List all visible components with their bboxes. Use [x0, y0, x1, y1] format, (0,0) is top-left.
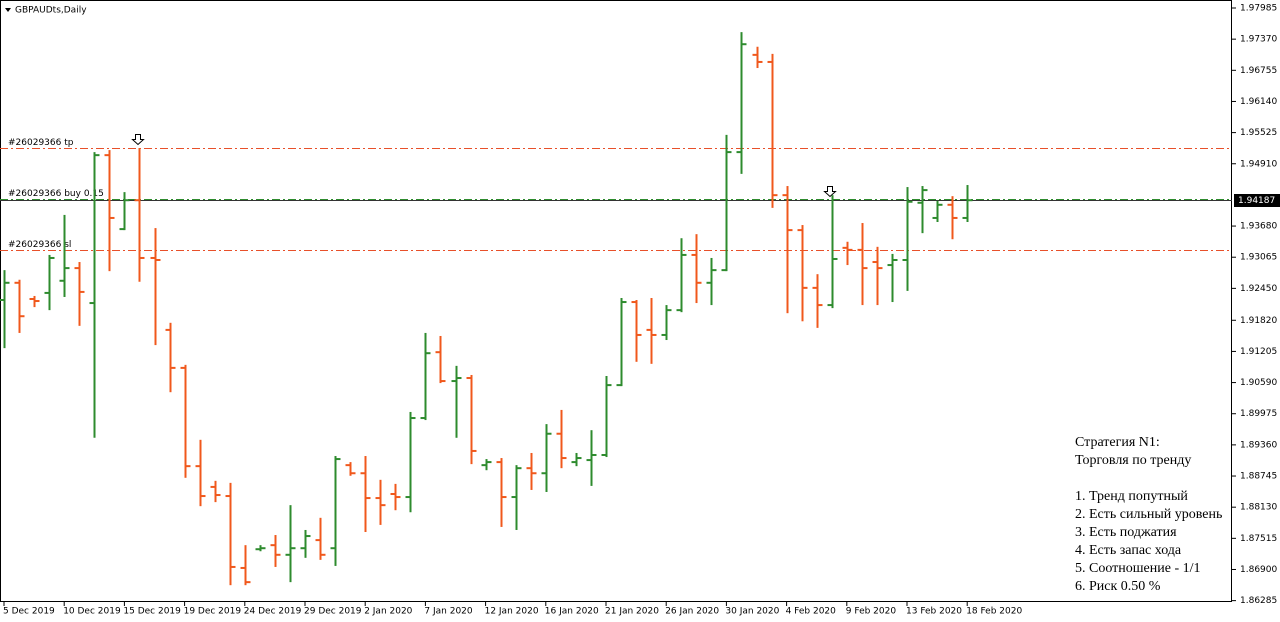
y-tick-label: 1.96140	[1240, 97, 1277, 107]
y-tick-label: 1.92450	[1240, 284, 1277, 294]
annotation-line: 3. Есть поджатия	[1075, 525, 1177, 540]
x-tick-label: 18 Feb 2020	[966, 607, 1022, 617]
chart-title: GBPAUDts,Daily	[15, 6, 87, 16]
x-tick-label: 5 Dec 2019	[3, 607, 55, 617]
annotation-line: 4. Есть запас хода	[1075, 543, 1182, 558]
order-level-label: #26029366 buy 0.15	[8, 189, 104, 199]
y-tick-label: 1.86900	[1240, 565, 1277, 575]
y-tick-label: 1.90590	[1240, 378, 1277, 388]
y-tick-label: 1.93065	[1240, 253, 1277, 263]
x-tick-label: 10 Dec 2019	[63, 607, 121, 617]
y-tick-label: 1.91205	[1240, 347, 1277, 357]
annotation-line: 6. Риск 0.50 %	[1075, 579, 1161, 594]
x-tick-label: 19 Dec 2019	[184, 607, 242, 617]
y-tick-label: 1.94910	[1240, 159, 1277, 169]
menu-triangle	[5, 8, 11, 12]
annotation-line: Стратегия N1:	[1075, 435, 1160, 450]
x-tick-label: 4 Feb 2020	[786, 607, 837, 617]
x-tick-label: 21 Jan 2020	[605, 607, 659, 617]
x-tick-label: 9 Feb 2020	[846, 607, 897, 617]
annotation-line: 1. Тренд попутный	[1075, 489, 1188, 504]
y-tick-label: 1.96755	[1240, 66, 1277, 76]
price-label: 1.94187	[1238, 196, 1275, 206]
y-tick-label: 1.89360	[1240, 440, 1277, 450]
y-tick-label: 1.89975	[1240, 409, 1277, 419]
y-tick-label: 1.93680	[1240, 222, 1277, 232]
y-tick-label: 1.87515	[1240, 534, 1277, 544]
x-tick-label: 16 Jan 2020	[545, 607, 599, 617]
x-tick-label: 29 Dec 2019	[304, 607, 362, 617]
annotation-line: Торговля по тренду	[1075, 453, 1191, 468]
y-tick-label: 1.97985	[1240, 4, 1277, 14]
x-tick-label: 13 Feb 2020	[906, 607, 962, 617]
annotation-line: 5. Соотношение - 1/1	[1075, 561, 1201, 576]
order-level-label: #26029366 tp	[8, 138, 74, 148]
price-box	[1234, 194, 1280, 207]
y-tick-label: 1.88130	[1240, 503, 1277, 513]
order-level-label: #26029366 sl	[8, 240, 71, 250]
x-tick-label: 30 Jan 2020	[725, 607, 779, 617]
plot-frame	[0, 0, 1232, 602]
trade-arrow	[131, 134, 837, 198]
x-tick-label: 15 Dec 2019	[123, 607, 181, 617]
y-tick-label: 1.88745	[1240, 472, 1277, 482]
annotation-line: 2. Есть сильный уровень	[1075, 507, 1222, 522]
y-tick-label: 1.97370	[1240, 35, 1277, 45]
x-tick-label: 12 Jan 2020	[485, 607, 539, 617]
x-tick-label: 7 Jan 2020	[424, 607, 472, 617]
y-tick-label: 1.91820	[1240, 316, 1277, 326]
x-tick-label: 2 Jan 2020	[364, 607, 412, 617]
y-tick-label: 1.86285	[1240, 596, 1277, 606]
x-tick-label: 24 Dec 2019	[244, 607, 302, 617]
x-tick-label: 26 Jan 2020	[665, 607, 719, 617]
y-tick-label: 1.95525	[1240, 128, 1277, 138]
